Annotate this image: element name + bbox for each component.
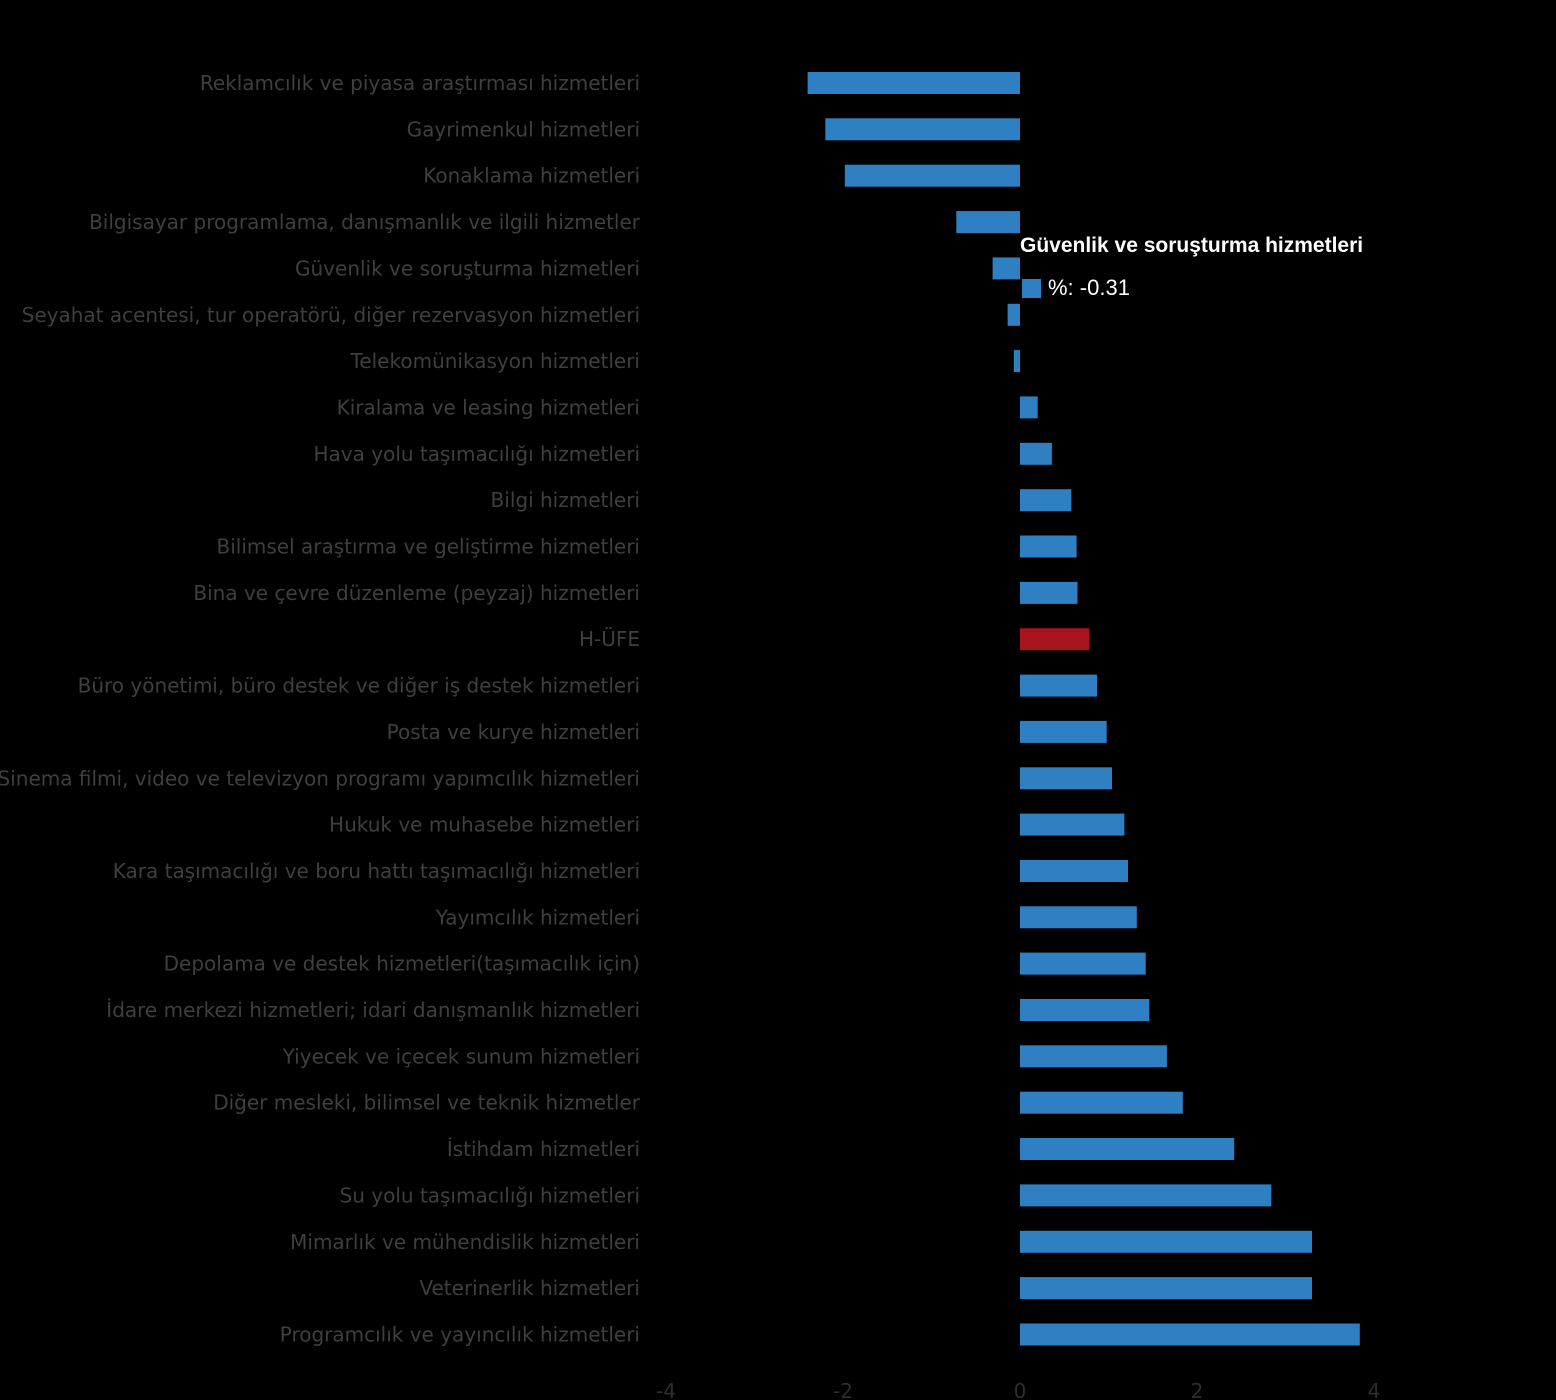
category-label-9: Bilgi hizmetleri bbox=[491, 488, 640, 512]
bars-group bbox=[807, 72, 1360, 1346]
tooltip-title: Güvenlik ve soruşturma hizmetleri bbox=[1020, 234, 1363, 257]
bar-27[interactable] bbox=[1020, 1323, 1360, 1346]
bar-25[interactable] bbox=[1020, 1230, 1312, 1253]
x-tick-label-3: 2 bbox=[1191, 1379, 1204, 1400]
tooltip: Güvenlik ve soruşturma hizmetleri %: -0.… bbox=[1020, 234, 1363, 300]
category-label-18: Yayımcılık hizmetleri bbox=[435, 905, 640, 929]
bar-11[interactable] bbox=[1020, 581, 1078, 604]
bar-16[interactable] bbox=[1020, 813, 1125, 836]
category-label-26: Veterinerlik hizmetleri bbox=[419, 1276, 640, 1300]
bar-22[interactable] bbox=[1020, 1091, 1183, 1114]
x-tick-label-1: -2 bbox=[833, 1379, 853, 1400]
bar-23[interactable] bbox=[1020, 1138, 1235, 1160]
category-label-16: Hukuk ve muhasebe hizmetleri bbox=[329, 813, 640, 837]
category-label-2: Konaklama hizmetleri bbox=[423, 164, 640, 188]
category-label-25: Mimarlık ve mühendislik hizmetleri bbox=[290, 1230, 640, 1254]
category-label-24: Su yolu taşımacılığı hizmetleri bbox=[340, 1183, 640, 1207]
x-tick-label-4: 4 bbox=[1368, 1379, 1381, 1400]
bar-15[interactable] bbox=[1020, 767, 1112, 790]
category-label-17: Kara taşımacılığı ve boru hattı taşımacı… bbox=[113, 859, 640, 883]
category-label-7: Kiralama ve leasing hizmetleri bbox=[337, 395, 640, 419]
bar-24[interactable] bbox=[1020, 1184, 1272, 1207]
category-labels-group: Reklamcılık ve piyasa araştırması hizmet… bbox=[0, 71, 641, 1347]
bar-5[interactable] bbox=[1007, 303, 1020, 326]
x-axis-ticks-group: -4 -2 0 2 4 bbox=[656, 1379, 1380, 1400]
category-label-15: Sinema filmi, video ve televizyon progra… bbox=[0, 766, 640, 790]
category-label-5: Seyahat acentesi, tur operatörü, diğer r… bbox=[22, 303, 640, 327]
bar-18[interactable] bbox=[1020, 906, 1137, 929]
bar-0[interactable] bbox=[807, 72, 1020, 94]
bar-19[interactable] bbox=[1020, 952, 1146, 975]
category-label-19: Depolama ve destek hizmetleri(taşımacılı… bbox=[164, 952, 640, 976]
bar-8[interactable] bbox=[1020, 442, 1052, 465]
category-label-8: Hava yolu taşımacılığı hizmetleri bbox=[314, 442, 641, 466]
bar-21[interactable] bbox=[1020, 1045, 1167, 1068]
bar-13[interactable] bbox=[1020, 674, 1097, 697]
category-label-4: Güvenlik ve soruşturma hizmetleri bbox=[295, 256, 640, 280]
x-tick-label-0: -4 bbox=[656, 1379, 676, 1400]
bar-12[interactable] bbox=[1020, 628, 1089, 651]
category-label-12: H-ÜFE bbox=[579, 627, 640, 651]
category-label-21: Yiyecek ve içecek sunum hizmetleri bbox=[282, 1044, 640, 1068]
bar-1[interactable] bbox=[825, 118, 1020, 141]
category-label-10: Bilimsel araştırma ve geliştirme hizmetl… bbox=[217, 535, 640, 559]
category-label-23: İstihdam hizmetleri bbox=[447, 1137, 640, 1161]
category-label-0: Reklamcılık ve piyasa araştırması hizmet… bbox=[200, 71, 640, 95]
x-tick-label-2: 0 bbox=[1014, 1379, 1027, 1400]
tooltip-legend-swatch bbox=[1022, 279, 1041, 298]
bar-14[interactable] bbox=[1020, 720, 1107, 743]
bar-7[interactable] bbox=[1020, 396, 1038, 419]
category-label-22: Diğer mesleki, bilimsel ve teknik hizmet… bbox=[213, 1091, 641, 1115]
bar-20[interactable] bbox=[1020, 999, 1150, 1021]
category-label-1: Gayrimenkul hizmetleri bbox=[407, 117, 640, 141]
tooltip-value: %: -0.31 bbox=[1048, 275, 1130, 300]
bar-2[interactable] bbox=[844, 164, 1020, 187]
bar-4[interactable] bbox=[992, 257, 1020, 280]
category-label-6: Telekomünikasyon hizmetleri bbox=[350, 349, 641, 373]
bar-9[interactable] bbox=[1020, 489, 1072, 512]
bar-26[interactable] bbox=[1020, 1277, 1312, 1300]
bar-17[interactable] bbox=[1020, 860, 1128, 882]
category-label-20: İdare merkezi hizmetleri; idari danışman… bbox=[106, 998, 640, 1022]
category-label-14: Posta ve kurye hizmetleri bbox=[387, 720, 640, 744]
category-label-11: Bina ve çevre düzenleme (peyzaj) hizmetl… bbox=[193, 581, 640, 605]
category-label-3: Bilgisayar programlama, danışmanlık ve i… bbox=[89, 210, 641, 234]
bar-6[interactable] bbox=[1013, 350, 1020, 373]
category-label-13: Büro yönetimi, büro destek ve diğer iş d… bbox=[78, 674, 640, 698]
bar-3[interactable] bbox=[956, 211, 1020, 234]
bar-10[interactable] bbox=[1020, 535, 1077, 558]
category-label-27: Programcılık ve yayıncılık hizmetleri bbox=[280, 1323, 640, 1347]
